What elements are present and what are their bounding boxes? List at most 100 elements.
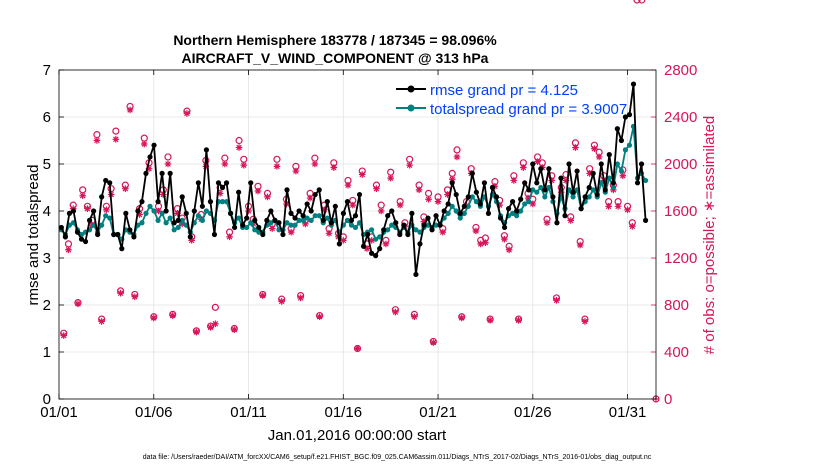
rmse-point xyxy=(227,210,234,216)
rmse-point xyxy=(360,243,367,249)
rmse-point xyxy=(461,203,467,209)
rmse-point xyxy=(127,227,133,233)
totalspread-point xyxy=(610,184,616,191)
x-tick-label: 01/26 xyxy=(514,404,552,421)
rmse-point xyxy=(574,168,580,174)
obs-assimilated-point xyxy=(183,110,191,117)
obs-assimilated-point xyxy=(562,177,570,184)
rmse-point xyxy=(497,215,504,221)
obs-assimilated-point xyxy=(553,297,560,304)
obs-assimilated-point xyxy=(425,195,432,203)
rmse-point xyxy=(256,224,262,231)
rmse-point xyxy=(328,220,334,226)
rmse-point xyxy=(82,238,89,245)
rmse-point xyxy=(477,201,483,207)
totalspread-point xyxy=(473,199,479,205)
y-tick-label: 6 xyxy=(43,109,51,126)
rmse-point xyxy=(163,208,169,214)
rmse-point xyxy=(336,241,342,247)
rmse-point xyxy=(526,187,532,193)
obs-assimilated-point xyxy=(534,158,541,165)
rmse-point xyxy=(95,231,101,238)
totalspread-point xyxy=(139,220,145,226)
totalspread-point xyxy=(171,227,177,233)
rmse-point xyxy=(115,231,121,238)
totalspread-point xyxy=(268,220,274,226)
totalspread-point xyxy=(538,184,544,191)
rmse-point xyxy=(453,191,459,198)
obs-assimilated-point xyxy=(515,316,522,324)
rmse-point xyxy=(401,222,407,228)
x-tick-label: 01/11 xyxy=(230,404,266,421)
obs-assimilated-point xyxy=(430,339,437,346)
rmse-point xyxy=(312,191,318,198)
rmse-point xyxy=(78,236,85,242)
obs-assimilated-point xyxy=(581,318,589,325)
obs-assimilated-point xyxy=(112,136,120,143)
obs-assimilated-point xyxy=(505,246,513,254)
totalspread-point xyxy=(147,203,153,209)
totalspread-point xyxy=(248,220,254,226)
obs-assimilated-point xyxy=(629,222,636,230)
obs-assimilated-point xyxy=(382,240,390,248)
rmse-point xyxy=(369,250,375,256)
totalspread-point xyxy=(449,203,455,209)
rmse-point xyxy=(489,184,496,191)
rmse-point xyxy=(546,166,552,172)
totalspread-point xyxy=(304,215,310,221)
obs-assimilated-point xyxy=(140,140,148,148)
obs-assimilated-point xyxy=(557,188,565,196)
totalspread-point xyxy=(445,210,451,216)
totalspread-point xyxy=(308,217,314,223)
totalspread-point xyxy=(546,184,552,191)
obs-assimilated-point xyxy=(212,320,219,328)
obs-assimilated-point xyxy=(93,137,101,144)
rmse-point xyxy=(195,180,201,186)
obs-assimilated-point xyxy=(396,201,404,209)
totalspread-point xyxy=(622,147,629,153)
obs-assimilated-point xyxy=(321,206,328,214)
obs-assimilated-point xyxy=(373,185,380,192)
rmse-point xyxy=(558,175,564,181)
obs-assimilated-point xyxy=(311,160,319,168)
obs-assimilated-point xyxy=(420,218,428,225)
rmse-point xyxy=(167,170,173,176)
x-axis-label: Jan.01,2016 00:00:00 start xyxy=(268,427,447,444)
y-tick-label: 5 xyxy=(43,156,51,173)
obs-assimilated-point xyxy=(79,192,86,200)
totalspread-point xyxy=(348,222,355,228)
obs-assimilated-point xyxy=(302,220,309,228)
totalspread-point xyxy=(417,229,423,235)
rmse-point xyxy=(187,234,193,240)
rmse-point xyxy=(530,161,536,167)
obs-assimilated-point xyxy=(491,183,499,190)
y-tick-label: 1 xyxy=(43,344,51,361)
rmse-point xyxy=(131,234,137,240)
obs-possible-point xyxy=(164,153,172,161)
rmse-point xyxy=(91,208,97,214)
plot-frame xyxy=(58,69,657,400)
totalspread-point xyxy=(344,217,351,223)
obs-assimilated-point xyxy=(207,324,214,331)
obs-assimilated-point xyxy=(273,163,281,170)
totalspread-point xyxy=(618,168,625,174)
obs-assimilated-point xyxy=(221,160,229,168)
rmse-point xyxy=(151,142,157,148)
totalspread-point xyxy=(433,222,439,228)
totalspread-point xyxy=(199,217,205,223)
rmse-point xyxy=(445,201,451,207)
obs-assimilated-point xyxy=(453,153,461,161)
obs-assimilated-point xyxy=(193,328,200,336)
totalspread-point xyxy=(300,217,306,223)
totalspread-point xyxy=(316,213,322,219)
rmse-point xyxy=(207,199,214,205)
totalspread-point xyxy=(373,236,379,242)
rmse-point xyxy=(296,208,302,214)
rmse-point xyxy=(352,213,359,219)
rmse-point xyxy=(240,222,246,228)
y2-tick-label: 1200 xyxy=(664,250,697,267)
obs-assimilated-point xyxy=(74,300,82,308)
totalspread-point xyxy=(236,215,242,221)
obs-assimilated-point xyxy=(605,203,612,210)
rmse-point xyxy=(538,166,544,172)
